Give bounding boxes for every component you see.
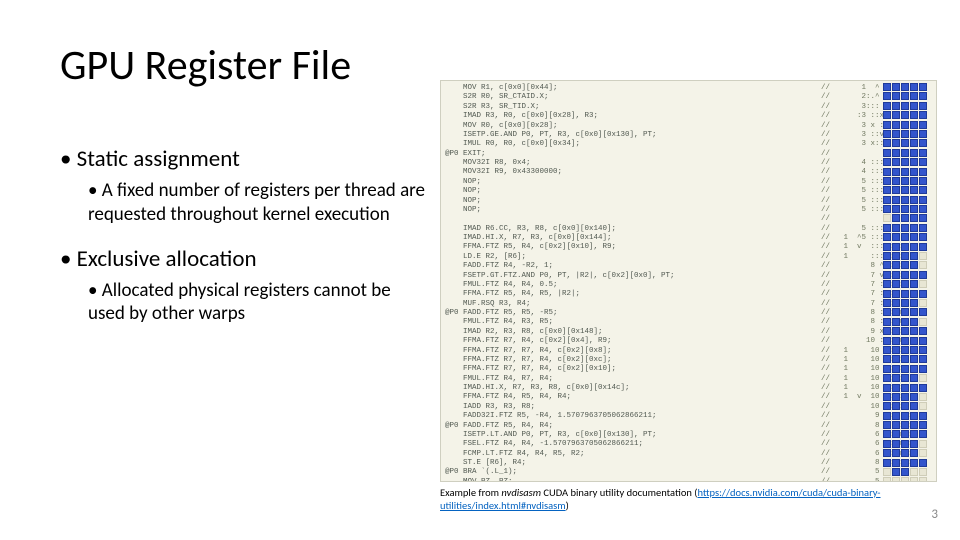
asm-listing: MOV R1, c[0x0][0x44]; S2R R0, SR_CTAID.X… [445, 84, 815, 482]
body-text: Static assignment A fixed number of regi… [60, 145, 430, 344]
caption-prefix: Example from [440, 486, 501, 499]
figure-caption: Example from nvdisasm CUDA binary utilit… [440, 486, 910, 512]
caption-tool: nvdisasm [501, 486, 541, 499]
caption-suffix: ) [566, 499, 569, 512]
code-figure: MOV R1, c[0x0][0x44]; S2R R0, SR_CTAID.X… [440, 80, 937, 482]
slide: GPU Register File Static assignment A fi… [0, 0, 960, 540]
bullet-2: Exclusive allocation [60, 245, 430, 273]
slide-title: GPU Register File [60, 40, 351, 91]
bullet-2a: Allocated physical registers cannot be u… [88, 279, 430, 327]
liveness-annotations: // 1 ^ // 2:.^ : // 3::: ^ // :3 ::x: //… [821, 84, 879, 482]
bullet-1: Static assignment [60, 145, 430, 173]
bullet-1a: A fixed number of registers per thread a… [88, 179, 430, 227]
register-usage-grid [883, 83, 933, 482]
page-number: 3 [931, 507, 938, 522]
caption-mid: CUDA binary utility documentation ( [541, 486, 697, 499]
